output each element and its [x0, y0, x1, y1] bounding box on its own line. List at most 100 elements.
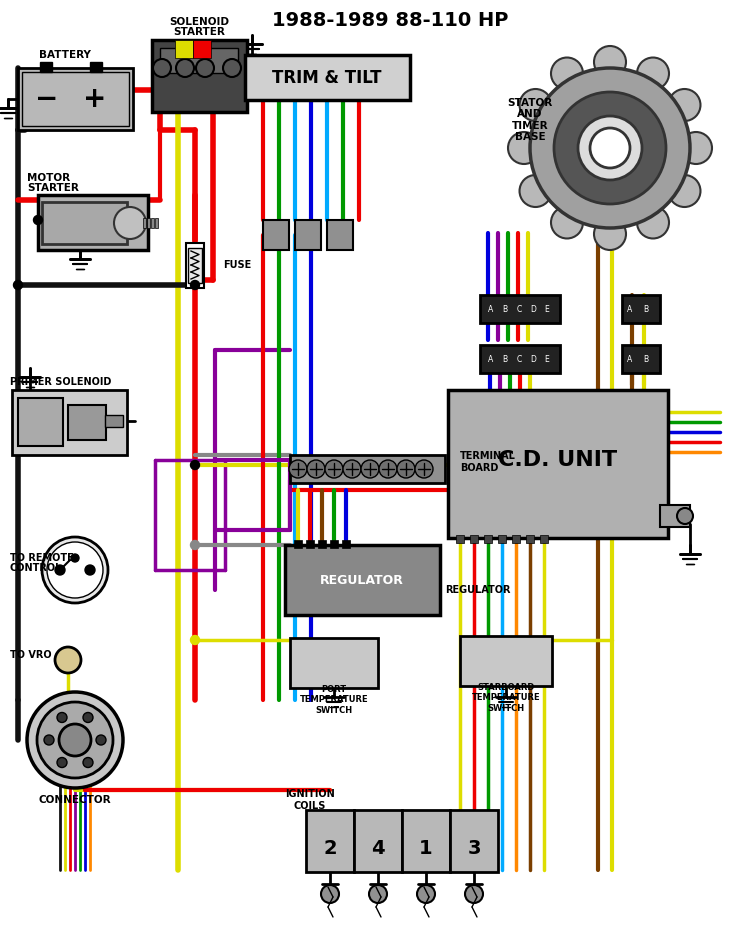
Bar: [498, 535, 506, 543]
Circle shape: [44, 735, 54, 745]
Text: MOTOR: MOTOR: [27, 173, 70, 183]
Circle shape: [59, 724, 91, 756]
Text: STARTER: STARTER: [27, 183, 79, 193]
Bar: [327, 220, 353, 250]
Bar: [295, 220, 321, 250]
Text: 1988-1989 88-110 HP: 1988-1989 88-110 HP: [272, 10, 508, 29]
Circle shape: [190, 280, 199, 290]
Circle shape: [343, 460, 361, 478]
Bar: [484, 535, 492, 543]
Text: SOLENOID: SOLENOID: [169, 17, 229, 27]
Bar: [622, 295, 660, 323]
Bar: [456, 535, 464, 543]
Circle shape: [637, 206, 669, 238]
Bar: [450, 810, 498, 872]
Text: −: −: [35, 85, 59, 113]
Bar: [12, 390, 127, 455]
Circle shape: [223, 59, 241, 77]
Circle shape: [325, 460, 343, 478]
Bar: [245, 55, 410, 100]
Text: TERMINAL
BOARD: TERMINAL BOARD: [460, 451, 516, 473]
Circle shape: [57, 758, 67, 767]
Bar: [294, 540, 302, 548]
Text: BATTERY: BATTERY: [39, 50, 91, 60]
Text: E: E: [545, 305, 549, 313]
Circle shape: [680, 132, 712, 164]
Bar: [526, 535, 534, 543]
Text: A: A: [628, 305, 633, 313]
Bar: [40, 62, 52, 72]
Text: C: C: [517, 355, 522, 364]
Circle shape: [71, 554, 79, 562]
Text: STARTER: STARTER: [173, 27, 225, 37]
Bar: [42, 202, 127, 244]
Bar: [18, 398, 63, 446]
Text: REGULATOR: REGULATOR: [445, 585, 511, 595]
Circle shape: [379, 460, 397, 478]
Text: IGNITION
COILS: IGNITION COILS: [285, 789, 335, 810]
Bar: [330, 540, 338, 548]
Circle shape: [590, 128, 630, 168]
Circle shape: [520, 89, 551, 121]
Text: REGULATOR: REGULATOR: [320, 573, 404, 586]
Bar: [290, 638, 378, 688]
Circle shape: [594, 46, 626, 78]
Circle shape: [369, 885, 387, 903]
Circle shape: [34, 216, 43, 224]
Bar: [38, 195, 148, 250]
Text: A: A: [488, 305, 494, 313]
Text: B: B: [643, 305, 648, 313]
Circle shape: [307, 460, 325, 478]
Circle shape: [153, 59, 171, 77]
Bar: [90, 62, 102, 72]
Bar: [460, 636, 552, 686]
Bar: [342, 540, 350, 548]
Bar: [306, 810, 354, 872]
Circle shape: [551, 57, 583, 89]
Bar: [193, 40, 211, 58]
Text: TO REMOTE: TO REMOTE: [10, 553, 74, 563]
Circle shape: [677, 508, 693, 524]
Text: 4: 4: [371, 839, 385, 857]
Circle shape: [637, 57, 669, 89]
Bar: [22, 72, 129, 126]
Text: TRIM & TILT: TRIM & TILT: [272, 69, 381, 87]
Bar: [186, 243, 204, 288]
Circle shape: [83, 758, 93, 767]
Text: B: B: [503, 305, 508, 313]
Text: +: +: [83, 85, 107, 113]
Circle shape: [190, 636, 199, 644]
Bar: [160, 48, 238, 73]
Circle shape: [190, 540, 199, 550]
Circle shape: [289, 460, 307, 478]
Bar: [480, 295, 560, 323]
Bar: [151, 218, 154, 228]
Circle shape: [668, 89, 700, 121]
Circle shape: [85, 565, 95, 575]
Text: C.D. UNIT: C.D. UNIT: [498, 450, 617, 470]
Circle shape: [114, 207, 146, 239]
Circle shape: [508, 132, 540, 164]
Circle shape: [55, 647, 81, 673]
Text: B: B: [503, 355, 508, 364]
Circle shape: [397, 460, 415, 478]
Bar: [188, 248, 202, 283]
Bar: [68, 405, 106, 440]
Circle shape: [520, 175, 551, 207]
Bar: [512, 535, 520, 543]
Bar: [18, 68, 133, 130]
Circle shape: [196, 59, 214, 77]
Circle shape: [594, 218, 626, 250]
Text: CONTROL: CONTROL: [10, 563, 62, 573]
Circle shape: [361, 460, 379, 478]
Text: D: D: [530, 305, 536, 313]
Text: A: A: [628, 355, 633, 364]
Text: C: C: [517, 305, 522, 313]
Circle shape: [321, 885, 339, 903]
Bar: [622, 345, 660, 373]
Circle shape: [13, 280, 23, 290]
Circle shape: [530, 68, 690, 228]
Bar: [285, 545, 440, 615]
Bar: [263, 220, 289, 250]
Circle shape: [83, 713, 93, 722]
